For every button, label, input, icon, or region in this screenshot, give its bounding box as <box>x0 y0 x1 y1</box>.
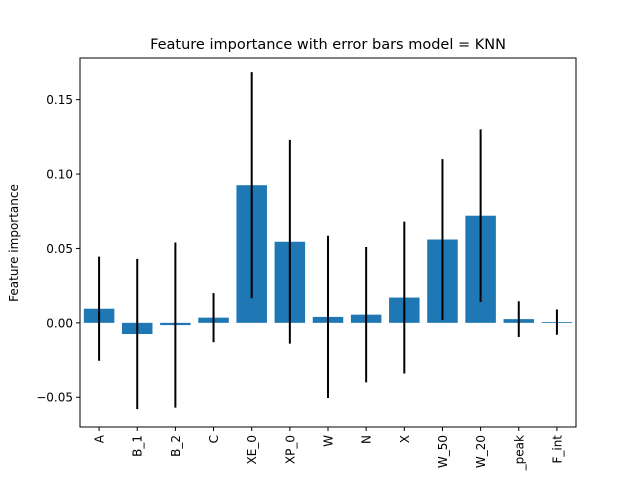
x-tick-label: _peak <box>512 435 526 471</box>
y-tick-label: 0.10 <box>46 168 73 182</box>
x-tick-label: W_50 <box>436 435 450 468</box>
x-tick-label: W <box>322 435 336 447</box>
x-tick-label: C <box>207 435 221 443</box>
y-tick-label: 0.05 <box>46 242 73 256</box>
y-axis-label: Feature importance <box>7 184 21 302</box>
chart-title: Feature importance with error bars model… <box>150 37 506 53</box>
y-tick-label: −0.05 <box>36 391 73 405</box>
x-tick-label: N <box>360 435 374 444</box>
x-tick-label: XP_0 <box>283 435 297 464</box>
y-tick-label: 0.15 <box>46 93 73 107</box>
x-tick-label: F_int <box>550 435 564 464</box>
x-tick-label: W_20 <box>474 435 488 468</box>
plot-area: −0.05 0.00 0.05 0.10 0.15 A B_1 B_2 C XE_0 XP_0 W N X… <box>36 57 577 471</box>
x-tick-label: B_2 <box>169 435 183 457</box>
y-tick-label: 0.00 <box>46 316 73 330</box>
x-tick-label: XE_0 <box>245 435 259 464</box>
x-tick-label: B_1 <box>131 435 145 457</box>
x-tick-label: A <box>93 434 107 443</box>
x-tick-label: X <box>398 435 412 443</box>
